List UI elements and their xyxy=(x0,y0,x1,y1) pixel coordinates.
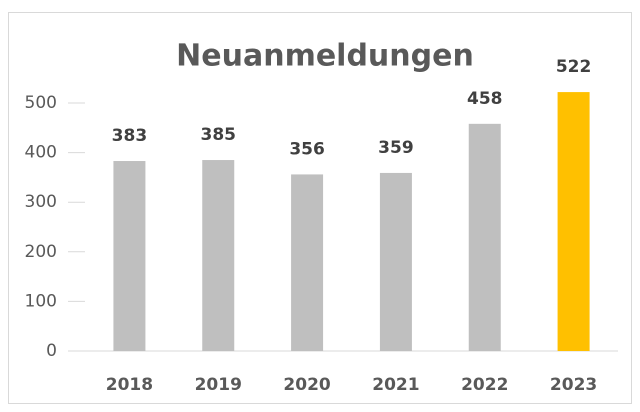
bar xyxy=(379,172,412,351)
x-tick-label: 2019 xyxy=(195,375,242,395)
x-tick-label: 2021 xyxy=(372,375,419,395)
bar xyxy=(291,174,324,351)
bar xyxy=(113,161,146,351)
chart-title: Neuanmeldungen xyxy=(176,39,474,74)
data-label: 385 xyxy=(201,125,237,145)
y-tick-label: 100 xyxy=(25,291,57,311)
y-tick-label: 200 xyxy=(25,242,57,262)
bar xyxy=(202,160,235,351)
y-tick-label: 500 xyxy=(25,93,57,113)
y-tick-label: 400 xyxy=(25,143,57,163)
bar xyxy=(468,123,501,351)
x-tick-label: 2022 xyxy=(461,375,508,395)
x-tick-label: 2023 xyxy=(550,375,597,395)
data-label: 359 xyxy=(378,138,414,158)
data-label: 522 xyxy=(556,57,592,77)
data-label: 458 xyxy=(467,89,503,109)
bar xyxy=(557,92,590,351)
x-tick-label: 2020 xyxy=(283,375,330,395)
y-tick-label: 0 xyxy=(46,341,57,361)
y-tick-label: 300 xyxy=(25,192,57,212)
data-label: 383 xyxy=(112,126,148,146)
data-label: 356 xyxy=(289,139,325,159)
x-tick-label: 2018 xyxy=(106,375,153,395)
